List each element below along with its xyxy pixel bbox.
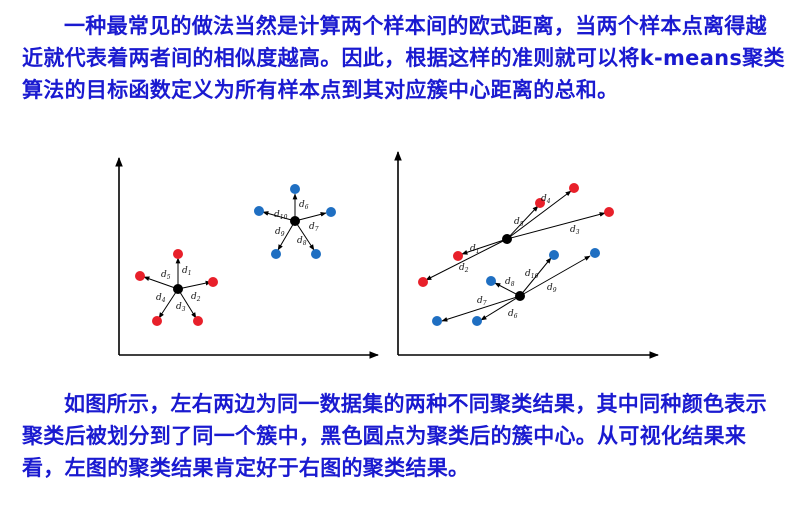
right-label-d2: d2 — [459, 263, 469, 274]
left-blue-point-3 — [311, 249, 321, 259]
left-label-d2: d2 — [191, 292, 201, 303]
left-label-d4: d4 — [156, 293, 166, 304]
left-red-center — [173, 284, 183, 294]
intro-paragraph: 一种最常见的做法当然是计算两个样本间的欧式距离，当两个样本点离得越近就代表着两者… — [22, 14, 785, 102]
left-red-point-1 — [173, 249, 183, 259]
left-blue-point-1 — [290, 184, 300, 194]
right-label-d9: d9 — [547, 283, 557, 294]
left-blue-point-4 — [271, 249, 281, 259]
left-red-point-2 — [208, 277, 218, 287]
left-label-d3: d3 — [176, 302, 186, 313]
clustering-figure: d1 d2 d3 d4 d5 d6 d7 d8 d9 d10 — [115, 151, 659, 359]
left-red-cluster: d1 d2 d3 d4 d5 — [135, 249, 218, 326]
left-label-d5: d5 — [161, 270, 171, 281]
left-blue-point-5 — [254, 206, 264, 216]
left-label-d6: d6 — [299, 200, 309, 211]
right-panel-axes — [394, 151, 659, 359]
left-label-d7: d7 — [309, 222, 319, 233]
right-blue-center — [515, 291, 525, 301]
right-blue-cluster: d10 d8 d9 d7 d6 — [432, 248, 600, 326]
right-label-d7: d7 — [477, 296, 487, 307]
left-label-d1: d1 — [182, 266, 192, 277]
right-red-center — [502, 234, 512, 244]
right-red-point-5 — [535, 198, 545, 208]
left-red-point-4 — [152, 316, 162, 326]
left-red-point-3 — [193, 316, 203, 326]
right-red-point-3 — [418, 277, 428, 287]
right-blue-point-2 — [590, 248, 600, 258]
right-red-point-4 — [453, 251, 463, 261]
right-label-d3: d3 — [570, 225, 580, 236]
left-blue-cluster: d6 d7 d8 d9 d10 — [254, 184, 336, 259]
right-label-d10: d10 — [525, 269, 539, 280]
left-label-d10: d10 — [274, 210, 288, 221]
right-label-d4: d4 — [541, 194, 551, 205]
right-blue-point-4 — [472, 316, 482, 326]
right-red-cluster: d4 d5 d3 d1 d2 — [418, 183, 614, 287]
right-label-d1: d1 — [470, 244, 480, 255]
left-blue-point-2 — [326, 207, 336, 217]
right-red-point-1 — [569, 183, 579, 193]
right-label-d8: d8 — [505, 277, 515, 288]
right-label-d5: d5 — [514, 217, 524, 228]
left-red-point-5 — [135, 271, 145, 281]
right-blue-point-1 — [549, 250, 559, 260]
right-blue-point-3 — [432, 316, 442, 326]
left-blue-center — [290, 216, 300, 226]
right-label-d6: d6 — [508, 309, 518, 320]
figure-description-paragraph: 如图所示，左右两边为同一数据集的两种不同聚类结果，其中同种颜色表示聚类后被划分到… — [22, 392, 767, 480]
left-label-d8: d8 — [297, 236, 307, 247]
right-blue-point-5 — [486, 276, 496, 286]
right-red-point-2 — [604, 207, 614, 217]
left-label-d9: d9 — [275, 227, 285, 238]
left-panel-axes — [115, 157, 379, 359]
